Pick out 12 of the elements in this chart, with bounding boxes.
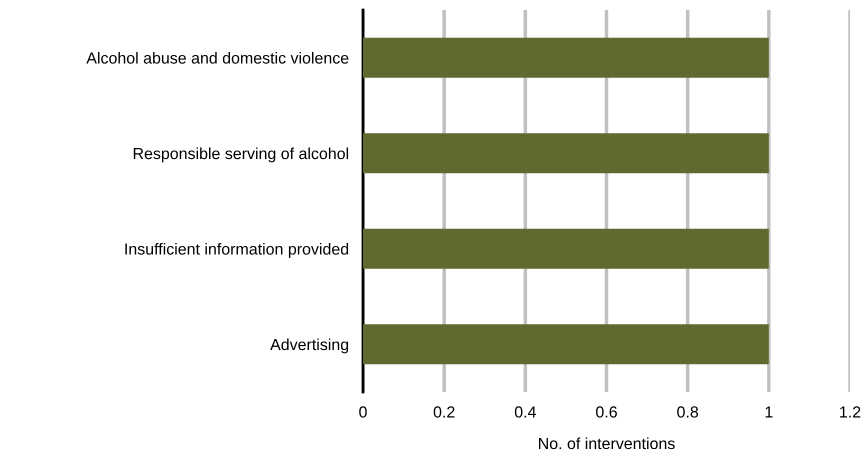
x-tick-label: 0.6 — [596, 406, 617, 418]
x-tick-label: 1.2 — [840, 406, 860, 418]
y-tick-label: Responsible serving of alcohol — [134, 147, 348, 162]
y-tick-label: Insufficient information provided — [125, 242, 348, 258]
y-tick-label: Advertising — [270, 338, 348, 354]
x-axis-title: No. of interventions — [539, 437, 675, 450]
x-tick-label: 1 — [766, 406, 772, 418]
x-tick-label: 0.2 — [434, 406, 454, 418]
y-tick-label: Alcohol abuse and domestic violence — [86, 52, 348, 64]
x-tick-label: 0.4 — [514, 406, 536, 418]
x-tick-label: 0.8 — [677, 406, 698, 418]
x-tick-label: 0 — [359, 406, 367, 418]
